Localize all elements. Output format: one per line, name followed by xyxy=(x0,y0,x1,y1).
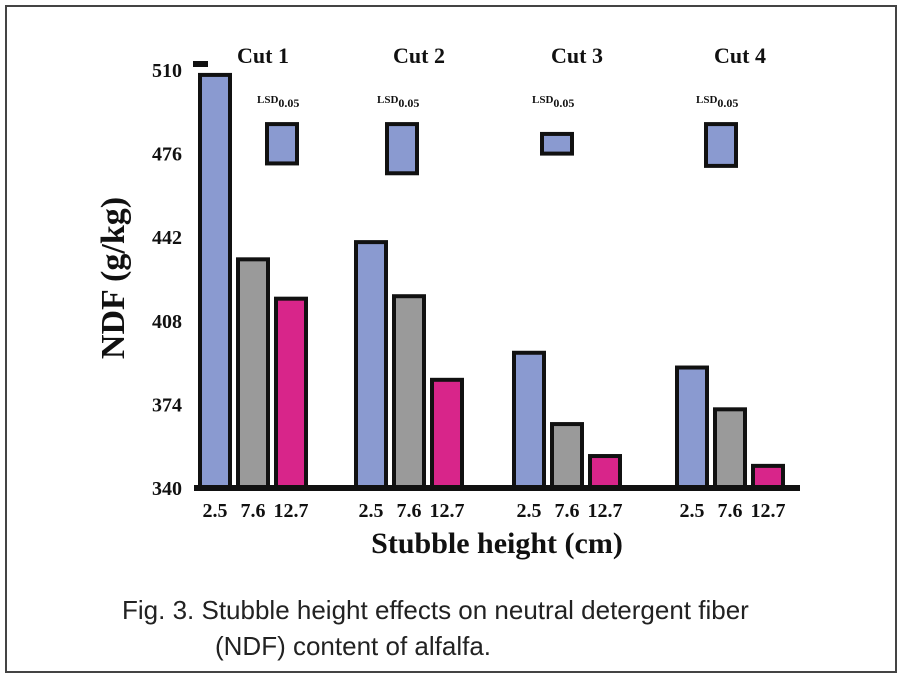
bars-group xyxy=(198,72,785,491)
caption-line-1: Fig. 3. Stubble height effects on neutra… xyxy=(122,595,749,625)
cut-labels: Cut 1 Cut 2 Cut 3 Cut 4 xyxy=(237,43,766,68)
bar xyxy=(198,72,232,491)
bar xyxy=(430,377,464,490)
bar xyxy=(236,257,270,490)
bar xyxy=(751,463,785,490)
bar xyxy=(274,296,308,490)
x-tick-label: 7.6 xyxy=(555,500,580,522)
x-tick-label: 12.7 xyxy=(274,500,309,522)
lsd-bar xyxy=(265,122,299,166)
x-tick-label: 2.5 xyxy=(517,500,542,522)
y-tick-label: 340 xyxy=(152,478,182,500)
cut-label: Cut 4 xyxy=(714,43,766,68)
figure-frame xyxy=(5,5,897,673)
lsd-label: LSD0.05 xyxy=(532,94,574,110)
lsd-bar xyxy=(704,122,738,168)
y-tick-label: 408 xyxy=(152,311,182,333)
bar xyxy=(392,294,426,490)
lsd-bar xyxy=(540,131,574,156)
x-tick-label: 7.6 xyxy=(718,500,743,522)
x-tick-label: 2.5 xyxy=(203,500,228,522)
lsd-label: LSD0.05 xyxy=(377,94,419,110)
lsd-markers: LSD0.05 LSD0.05 LSD0.05 LSD0.05 xyxy=(257,94,738,176)
bar xyxy=(675,365,709,490)
y-axis-ticks: 340 374 408 442 476 510 xyxy=(152,60,182,500)
figure-caption: Fig. 3. Stubble height effects on neutra… xyxy=(122,592,862,664)
x-tick-label: 12.7 xyxy=(751,500,786,522)
cut-label: Cut 2 xyxy=(393,43,445,68)
caption-line-2: (NDF) content of alfalfa. xyxy=(215,631,491,661)
x-tick-label: 12.7 xyxy=(430,500,465,522)
y-tick-label: 510 xyxy=(152,60,182,82)
y-tick-label: 374 xyxy=(152,394,182,416)
x-tick-label: 7.6 xyxy=(241,500,266,522)
cut-label: Cut 3 xyxy=(551,43,603,68)
bar xyxy=(713,407,747,491)
x-tick-label: 2.5 xyxy=(359,500,384,522)
bar xyxy=(588,454,622,491)
lsd-label: LSD0.05 xyxy=(696,94,738,110)
cut-label: Cut 1 xyxy=(237,43,289,68)
x-tick-label: 12.7 xyxy=(588,500,623,522)
bar xyxy=(354,240,388,490)
x-tick-label: 7.6 xyxy=(397,500,422,522)
x-axis-ticks: 2.5 7.6 12.7 2.5 7.6 12.7 2.5 7.6 12.7 2.5 7.6 12.7 xyxy=(203,500,786,522)
y-tick-label: 476 xyxy=(152,144,182,166)
y-tick-label: 442 xyxy=(152,227,182,249)
lsd-bar xyxy=(385,122,419,176)
bar xyxy=(550,422,584,490)
x-tick-label: 2.5 xyxy=(680,500,705,522)
lsd-label: LSD0.05 xyxy=(257,94,299,110)
y-axis-label: NDF (g/kg) xyxy=(95,197,132,359)
bar xyxy=(512,350,546,490)
x-axis-label: Stubble height (cm) xyxy=(371,527,623,560)
